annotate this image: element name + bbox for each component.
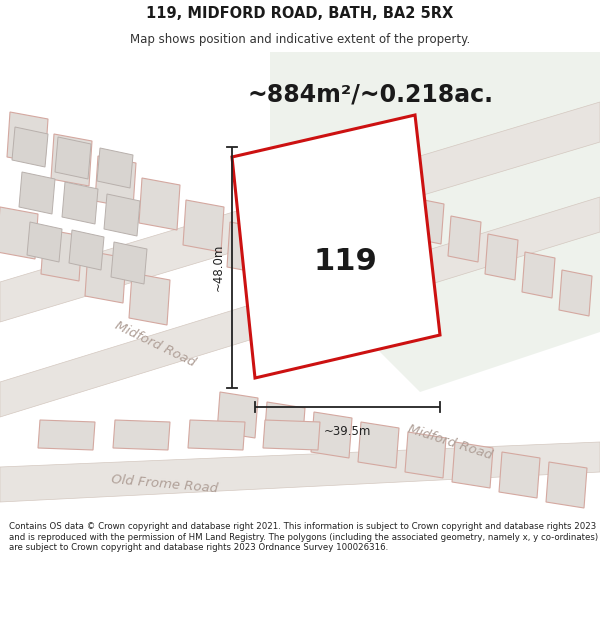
Polygon shape (139, 178, 180, 230)
Polygon shape (448, 216, 481, 262)
Polygon shape (264, 402, 305, 448)
Text: Midford Road: Midford Road (113, 319, 197, 369)
Polygon shape (51, 134, 92, 186)
Polygon shape (97, 148, 133, 188)
Polygon shape (95, 156, 136, 208)
Polygon shape (559, 270, 592, 316)
Polygon shape (311, 412, 352, 458)
Polygon shape (411, 198, 444, 244)
Polygon shape (405, 432, 446, 478)
Polygon shape (485, 234, 518, 280)
Polygon shape (111, 242, 147, 284)
Polygon shape (232, 115, 440, 378)
Text: ~48.0m: ~48.0m (212, 244, 224, 291)
Polygon shape (0, 442, 600, 502)
Polygon shape (183, 200, 224, 252)
Polygon shape (104, 194, 140, 236)
Polygon shape (0, 197, 600, 417)
Polygon shape (113, 420, 170, 450)
Polygon shape (41, 229, 82, 281)
Polygon shape (217, 392, 258, 438)
Text: Midford Road: Midford Road (406, 422, 494, 462)
Polygon shape (19, 172, 55, 214)
Polygon shape (27, 222, 62, 262)
Text: 119, MIDFORD ROAD, BATH, BA2 5RX: 119, MIDFORD ROAD, BATH, BA2 5RX (146, 6, 454, 21)
Polygon shape (263, 420, 320, 450)
Polygon shape (85, 251, 126, 303)
Text: Old Frome Road: Old Frome Road (111, 473, 219, 495)
Text: ~39.5m: ~39.5m (324, 425, 371, 438)
Polygon shape (12, 127, 48, 167)
Text: ~884m²/~0.218ac.: ~884m²/~0.218ac. (247, 82, 493, 106)
Polygon shape (337, 162, 370, 208)
Polygon shape (270, 52, 600, 392)
Polygon shape (499, 452, 540, 498)
Polygon shape (62, 182, 98, 224)
Text: Map shows position and indicative extent of the property.: Map shows position and indicative extent… (130, 32, 470, 46)
Polygon shape (546, 462, 587, 508)
Text: Contains OS data © Crown copyright and database right 2021. This information is : Contains OS data © Crown copyright and d… (9, 522, 598, 552)
Polygon shape (38, 420, 95, 450)
Text: 119: 119 (313, 248, 377, 276)
Polygon shape (522, 252, 555, 298)
Polygon shape (7, 112, 48, 164)
Polygon shape (188, 420, 245, 450)
Polygon shape (55, 137, 91, 179)
Polygon shape (227, 222, 268, 274)
Polygon shape (374, 180, 407, 226)
Polygon shape (69, 230, 104, 270)
Polygon shape (0, 102, 600, 322)
Polygon shape (452, 442, 493, 488)
Polygon shape (358, 422, 399, 468)
Polygon shape (129, 273, 170, 325)
Polygon shape (0, 207, 38, 259)
